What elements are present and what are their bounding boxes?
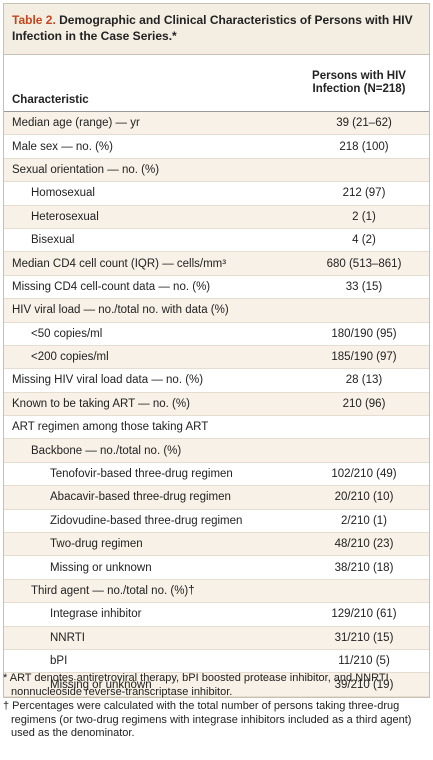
row-value: 218 (100) xyxy=(339,140,389,153)
table-row: Missing HIV viral load data — no. (%) 28 … xyxy=(4,369,429,393)
table-frame: Table 2. Demographic and Clinical Charac… xyxy=(3,3,430,698)
row-value: 31/210 (15) xyxy=(334,631,394,644)
row-label: Third agent — no./total no. (%)† xyxy=(31,585,195,597)
table-row: Abacavir-based three-drug regimen 20/210 … xyxy=(4,486,429,510)
row-label: Missing HIV viral load data — no. (%) xyxy=(12,374,204,387)
row-label: Homosexual xyxy=(31,187,95,200)
row-label: Missing or unknown xyxy=(50,678,152,691)
table-row: ART regimen among those taking ART xyxy=(4,416,429,440)
row-label: ART regimen among those taking ART xyxy=(12,421,209,434)
row-label: Heterosexual xyxy=(31,210,99,223)
table-row: Integrase inhibitor 129/210 (61) xyxy=(4,603,429,627)
header-characteristic: Characteristic xyxy=(12,94,89,106)
table-row: Homosexual 212 (97) xyxy=(4,182,429,206)
row-value: 11/210 (5) xyxy=(338,655,390,668)
row-value: 33 (15) xyxy=(345,280,383,293)
row-label: Male sex — no. (%) xyxy=(12,140,113,153)
row-value: 39 (21–62) xyxy=(336,117,392,130)
row-label: Median age (range) — yr xyxy=(12,117,140,130)
row-value: 180/190 (95) xyxy=(331,327,397,340)
row-value: 48/210 (23) xyxy=(334,538,394,551)
title-text: Demographic and Clinical Characteristics… xyxy=(12,13,413,43)
table-row: NNRTI 31/210 (15) xyxy=(4,626,429,650)
row-value: 39/210 (19) xyxy=(334,678,394,691)
table-row: bPI 11/210 (5) xyxy=(4,650,429,674)
table-row: Sexual orientation — no. (%) xyxy=(4,158,429,183)
table-row: Missing CD4 cell-count data — no. (%) 33 … xyxy=(4,276,429,300)
table-row: HIV viral load — no./total no. with data… xyxy=(4,299,429,323)
row-value: 28 (13) xyxy=(345,374,383,387)
row-label: Integrase inhibitor xyxy=(50,608,142,621)
row-value: 212 (97) xyxy=(342,187,386,200)
row-label: HIV viral load — no./total no. with data… xyxy=(12,304,229,317)
table-row: Backbone — no./total no. (%) xyxy=(4,439,429,463)
table-row: Missing or unknown 39/210 (19) xyxy=(4,673,429,697)
row-label: Tenofovir-based three-drug regimen xyxy=(50,468,233,481)
table-header: Characteristic Persons with HIV Infectio… xyxy=(4,55,429,112)
footnotes: * ART denotes antiretroviral therapy, bP… xyxy=(3,672,428,742)
table-row: Tenofovir-based three-drug regimen 102/21… xyxy=(4,463,429,487)
row-label: Missing CD4 cell-count data — no. (%) xyxy=(12,280,211,293)
table-row: Male sex — no. (%) 218 (100) xyxy=(4,135,429,159)
row-label: Missing or unknown xyxy=(50,561,152,574)
row-label: bPI xyxy=(50,655,68,668)
row-value: 38/210 (18) xyxy=(334,561,394,574)
table-row: Third agent — no./total no. (%)† xyxy=(4,579,429,604)
table-row: Zidovudine-based three-drug regimen 2/210… xyxy=(4,510,429,534)
table-row: <50 copies/ml 180/190 (95) xyxy=(4,323,429,346)
table-row: Missing or unknown 38/210 (18) xyxy=(4,556,429,580)
table-row: Two-drug regimen 48/210 (23) xyxy=(4,533,429,557)
row-label: Zidovudine-based three-drug regimen xyxy=(50,514,243,527)
row-label: NNRTI xyxy=(50,631,85,644)
row-label: Median CD4 cell count (IQR) — cells/mm³ xyxy=(12,257,227,270)
table-row: Known to be taking ART — no. (%) 210 (96) xyxy=(4,392,429,417)
row-label: Two-drug regimen xyxy=(50,538,143,551)
footnote: * ART denotes antiretroviral therapy, bP… xyxy=(3,672,389,698)
title-label: Table 2. xyxy=(12,13,56,27)
row-label: Known to be taking ART — no. (%) xyxy=(12,397,190,410)
row-value: 4 (2) xyxy=(352,234,376,247)
row-label: <50 copies/ml xyxy=(31,327,103,340)
table-body: Median age (range) — yr 39 (21–62) Male se… xyxy=(4,112,429,697)
row-value: 129/210 (61) xyxy=(331,608,397,621)
row-label: Backbone — no./total no. (%) xyxy=(31,444,182,457)
row-value: 20/210 (10) xyxy=(334,491,394,504)
table-row: Bisexual 4 (2) xyxy=(4,229,429,253)
table-row: Heterosexual 2 (1) xyxy=(4,205,429,229)
footnote: † Percentages were calculated with the t… xyxy=(3,700,412,739)
table-row: Median age (range) — yr 39 (21–62) xyxy=(4,112,429,136)
header-value: Persons with HIV Infection (N=218) xyxy=(312,70,406,95)
table-title: Table 2. Demographic and Clinical Charac… xyxy=(4,4,429,55)
row-value: 680 (513–861) xyxy=(326,257,402,270)
table-row: Median CD4 cell count (IQR) — cells/mm³ 6… xyxy=(4,252,429,276)
row-label: Sexual orientation — no. (%) xyxy=(12,163,160,176)
row-label: Abacavir-based three-drug regimen xyxy=(50,491,231,504)
row-value: 102/210 (49) xyxy=(331,468,397,481)
row-value: 2 (1) xyxy=(352,210,376,223)
row-label: <200 copies/ml xyxy=(31,351,109,364)
row-label: Bisexual xyxy=(31,234,75,247)
table-row: <200 copies/ml 185/190 (97) xyxy=(4,345,429,370)
row-value: 210 (96) xyxy=(342,397,386,410)
row-value: 2/210 (1) xyxy=(340,514,388,527)
row-value: 185/190 (97) xyxy=(331,351,397,364)
